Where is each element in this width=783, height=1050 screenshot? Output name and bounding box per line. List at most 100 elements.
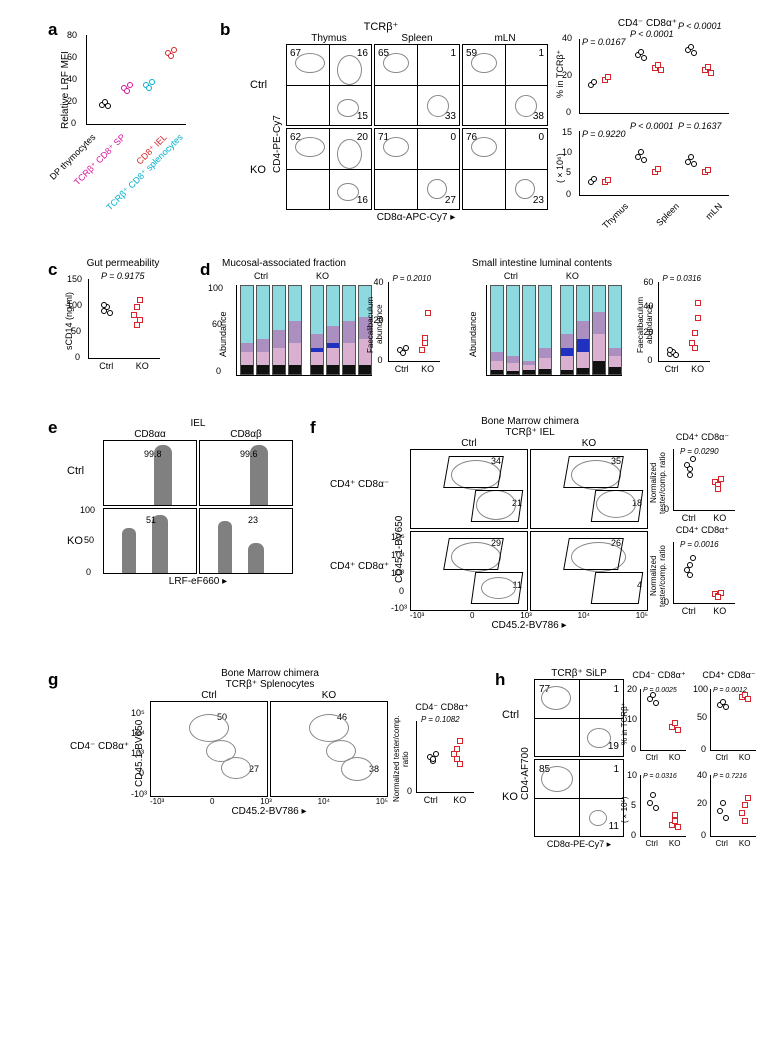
tick: 20 xyxy=(67,96,77,106)
b-col: Spleen xyxy=(374,33,460,44)
f-facs: 34 21 xyxy=(410,449,528,529)
xcat: KO xyxy=(691,364,704,374)
stacked-bar xyxy=(326,285,340,375)
gate-val: 16 xyxy=(357,195,368,206)
a-point xyxy=(149,79,155,85)
g-col: KO xyxy=(270,690,388,701)
h-plot: P = 0.0316 0 5 10 xyxy=(640,775,686,837)
xcat: KO xyxy=(136,361,149,371)
f-rt: CD4⁺ CD8α⁻ xyxy=(655,432,750,443)
e-hist: 23 xyxy=(199,508,293,574)
panel-e: IEL CD8αα CD8αβ Ctrl KO 99.8 99.6 0 50 1… xyxy=(75,418,293,587)
stacked-bar xyxy=(506,285,520,375)
panel-b: TCRβ⁺ Thymus Spleen mLN Ctrl KO CD4-PE-C… xyxy=(250,20,548,223)
g-facs: -10³ 0 10³ 10⁴ 10⁵ 50 27 xyxy=(150,701,268,797)
f-row: CD4⁺ CD8α⁺ xyxy=(330,561,389,572)
a-point xyxy=(146,85,152,91)
xcat: Ctrl xyxy=(665,364,679,374)
a-point xyxy=(124,88,130,94)
stacked-bar xyxy=(592,285,606,375)
g-r-plot: P = 0.1082 0 xyxy=(416,721,474,793)
f-col: Ctrl xyxy=(410,438,528,449)
c-plot: 0 50 100 150 P = 0.9175 xyxy=(88,279,160,359)
panel-a: Relative LRF MFI 0 20 40 60 80 DP thymoc… xyxy=(68,30,198,200)
gate-val: 1 xyxy=(613,684,619,695)
stacked-bar xyxy=(256,285,270,375)
stacked-bar xyxy=(490,285,504,375)
tick: 80 xyxy=(67,30,77,40)
a-point xyxy=(171,47,177,53)
a-ylabel: Relative LRF MFI xyxy=(60,50,71,130)
b-col: Thymus xyxy=(286,33,372,44)
panel-label-c: c xyxy=(48,260,57,280)
panel-g: Bone Marrow chimera TCRβ⁺ Splenocytes Ct… xyxy=(70,668,390,817)
pval: P = 0.1637 xyxy=(678,121,721,131)
f-facs: 35 18 xyxy=(530,449,648,529)
stacked-bar xyxy=(608,285,622,375)
panel-d: Mucosal-associated fraction Ctrl KO Abun… xyxy=(222,258,717,381)
h-row: KO xyxy=(502,791,518,803)
gate-val: 99.8 xyxy=(144,449,162,459)
stacked-bar xyxy=(342,285,356,375)
f-sub: TCRβ⁺ IEL xyxy=(410,427,650,438)
xcat: KO xyxy=(421,364,434,374)
pval: P = 0.9220 xyxy=(582,129,625,139)
pval: P < 0.0001 xyxy=(630,121,673,131)
h-facs: 77 1 19 xyxy=(534,679,624,757)
c-ylab: sCD14 (ng/ml) xyxy=(64,281,74,361)
gate-val: 1 xyxy=(538,48,544,59)
stacked-bar xyxy=(538,285,552,375)
h-xaxis: CD8α-PE-Cy7 xyxy=(547,839,604,849)
h-ct: CD4⁻ CD8α⁺ xyxy=(628,670,690,681)
panel-label-f: f xyxy=(310,418,316,438)
h-row: Ctrl xyxy=(502,709,519,721)
ylab: (×10⁵) xyxy=(620,775,629,845)
pval: P = 0.0290 xyxy=(680,447,719,456)
g-row: CD4⁻ CD8α⁺ xyxy=(70,741,129,752)
h-plot: P = 0.7216 0 20 40 xyxy=(710,775,756,837)
grp: Ctrl xyxy=(504,271,518,281)
xcat: Ctrl xyxy=(99,361,113,371)
b-xaxis: CD8α-APC-Cy7 ▸ xyxy=(286,212,546,223)
e-hist: 99.8 xyxy=(103,440,197,506)
e-hist: 0 50 100 51 xyxy=(103,508,197,574)
panel-label-g: g xyxy=(48,670,58,690)
ylab: % in TCRβ⁺ xyxy=(620,689,629,759)
gate-val: 23 xyxy=(248,515,258,525)
stacked-bar xyxy=(240,285,254,375)
gate-val: 0 xyxy=(538,132,544,143)
b-supertitle: TCRβ⁺ xyxy=(250,20,512,33)
f-super: Bone Marrow chimera xyxy=(410,416,650,427)
f-r-plot: P = 0.0290 0 xyxy=(673,449,735,511)
a-plot: 0 20 40 60 80 xyxy=(86,35,186,125)
pval: P = 0.0167 xyxy=(582,37,625,47)
g-right: CD4⁻ CD8α⁺ Normalized tester/comp. ratio… xyxy=(398,702,486,805)
b-facs: 65 1 33 xyxy=(374,44,460,126)
b-row: Ctrl xyxy=(250,79,267,91)
panel-label-b: b xyxy=(220,20,230,40)
xcat: Thymus xyxy=(600,201,630,231)
b-facs: 62 20 16 xyxy=(286,128,372,210)
c-title: Gut permeability xyxy=(68,258,178,269)
e-xaxis: LRF-eF660 xyxy=(169,576,220,587)
b-col: mLN xyxy=(462,33,548,44)
a-point xyxy=(168,53,174,59)
gate-val: 51 xyxy=(146,515,156,525)
stacked-bar xyxy=(576,285,590,375)
grp: KO xyxy=(566,271,579,281)
panel-h: TCRβ⁺ SiLP Ctrl KO CD4-AF700 77 1 19 85 … xyxy=(512,668,624,850)
pval: P < 0.0001 xyxy=(678,21,721,31)
grp: Ctrl xyxy=(254,271,268,281)
d-right-title: Small intestine luminal contents xyxy=(472,258,632,269)
g-facs: 46 38 xyxy=(270,701,388,797)
h-super: TCRβ⁺ SiLP xyxy=(534,668,624,679)
pval: P = 0.2010 xyxy=(392,274,431,283)
xcat: mLN xyxy=(704,201,725,222)
b-facs: 71 0 27 xyxy=(374,128,460,210)
b-yaxis: CD4-PE-Cy7 xyxy=(272,84,283,204)
b-facs: 67 16 15 xyxy=(286,44,372,126)
b-facs: 76 0 23 xyxy=(462,128,548,210)
pval: P = 0.7216 xyxy=(713,773,747,780)
ylab: Abundance xyxy=(468,289,478,379)
d-left-scatter: 0 20 40 P = 0.2010 xyxy=(388,282,440,362)
